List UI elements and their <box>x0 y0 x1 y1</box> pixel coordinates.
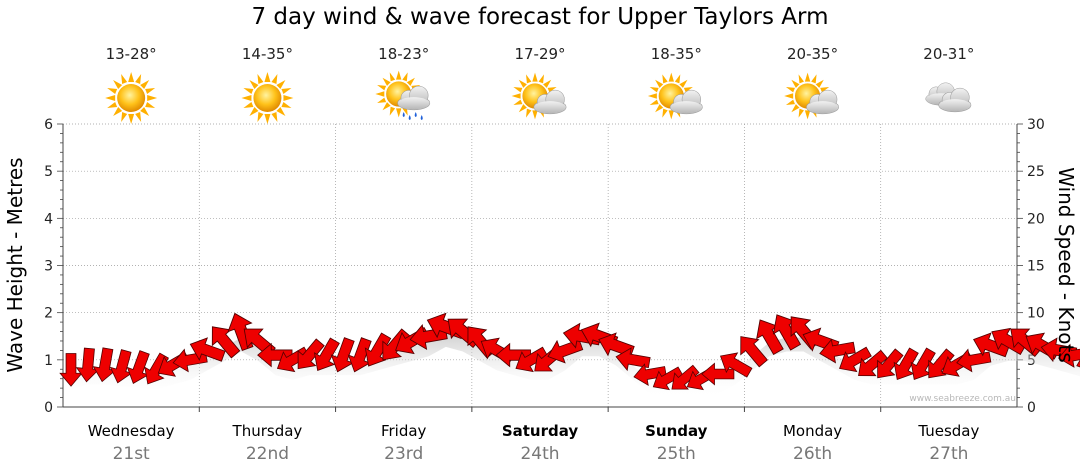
wind-arrow <box>75 347 100 383</box>
wind-arrow <box>364 332 392 367</box>
day-name-label: Saturday <box>502 422 579 440</box>
watermark: www.seabreeze.com.au <box>909 394 1016 404</box>
wind-arrow <box>1058 343 1080 368</box>
wind-arrow <box>633 363 667 386</box>
wind-arrow <box>701 362 735 386</box>
temperature-label: 17-29° <box>514 45 565 63</box>
temperature-label: 13-28° <box>106 45 157 63</box>
day-date-label: 21st <box>113 444 150 464</box>
y-right-tick-label: 20 <box>1027 211 1045 227</box>
sun-shape <box>105 72 158 124</box>
wind-arrow <box>719 352 753 378</box>
cloud-icon <box>925 82 972 113</box>
raindrop <box>414 112 417 117</box>
y-right-tick-label: 10 <box>1027 306 1045 322</box>
temperature-label: 14-35° <box>242 45 293 63</box>
sun-shape <box>241 72 294 124</box>
temperature-labels: 13-28° 14-35° 18-23° 17-29° 18-35° 20-35° 20-3… <box>106 45 975 63</box>
wind-shadow <box>71 332 1080 399</box>
wind-arrow <box>92 347 117 383</box>
weather-icons <box>105 70 972 124</box>
day-date-label: 25th <box>657 444 696 464</box>
day-labels: Wednesday 21st Thursday 22nd Friday 23rd Satur… <box>88 422 980 464</box>
wind-arrow <box>819 338 856 364</box>
wind-arrow <box>211 326 241 359</box>
wind-arrow <box>839 346 872 373</box>
y-axis-right-title: Wind Speed - Knots <box>1054 167 1078 363</box>
wind-arrow <box>297 338 325 370</box>
temperature-label: 20-31° <box>923 45 974 63</box>
y-left-tick-label: 4 <box>44 211 53 227</box>
wind-arrow <box>652 366 684 391</box>
sun-cloud-icon <box>784 72 840 120</box>
sun-cloud-icon <box>647 72 703 120</box>
wind-arrow <box>910 347 936 381</box>
y-right-tick-label: 25 <box>1027 164 1045 180</box>
wind-arrow <box>877 348 904 379</box>
wind-arrow <box>330 337 355 373</box>
wind-arrow <box>671 364 700 390</box>
wind-arrow <box>109 349 133 384</box>
sun-icon <box>241 72 294 124</box>
chart-title: 7 day wind & wave forecast for Upper Tay… <box>251 4 829 30</box>
wind-arrow <box>893 347 919 381</box>
wind-arrow <box>347 337 372 373</box>
y-left-tick-label: 2 <box>44 306 53 322</box>
y-axis-left-title: Wave Height - Metres <box>3 157 27 372</box>
wind-shadow-band <box>71 332 1080 399</box>
y-right-tick-label: 30 <box>1027 117 1045 133</box>
wind-arrow <box>495 342 531 368</box>
day-name-label: Tuesday <box>917 422 979 440</box>
sun-cloud-rain-icon <box>375 70 431 120</box>
wind-arrow <box>756 319 784 356</box>
wind-arrows <box>59 312 1080 391</box>
temperature-label: 20-35° <box>787 45 838 63</box>
day-date-label: 24th <box>520 444 559 464</box>
sun-icon <box>105 72 158 124</box>
wind-arrow <box>189 337 226 362</box>
day-name-label: Monday <box>783 422 842 440</box>
wind-arrow <box>313 337 340 371</box>
temperature-label: 18-23° <box>378 45 429 63</box>
y-left-tick-label: 1 <box>44 353 53 369</box>
y-right-tick-label: 15 <box>1027 259 1045 275</box>
wind-arrow <box>772 314 802 351</box>
wind-arrow <box>858 349 888 377</box>
wind-arrow <box>615 347 651 372</box>
day-name-label: Thursday <box>232 422 303 440</box>
wind-arrow <box>257 342 293 368</box>
wind-arrow <box>515 346 549 373</box>
wind-arrow <box>740 336 768 368</box>
sun-cloud-icon <box>511 72 567 120</box>
y-left-tick-label: 0 <box>44 400 53 416</box>
y-left-tick-label: 3 <box>44 259 53 275</box>
temperature-label: 18-35° <box>651 45 702 63</box>
day-name-label: Wednesday <box>88 422 175 440</box>
axes: 0123456051015202530 <box>44 117 1045 416</box>
wind-arrow <box>598 332 635 358</box>
raindrop <box>420 115 423 120</box>
y-right-tick-label: 0 <box>1027 400 1036 416</box>
day-date-label: 26th <box>793 444 832 464</box>
wind-arrow <box>59 353 83 387</box>
day-date-label: 27th <box>929 444 968 464</box>
day-date-label: 22nd <box>246 444 289 464</box>
raindrop <box>402 112 405 117</box>
wind-arrow <box>126 350 150 384</box>
day-date-label: 23rd <box>384 444 423 464</box>
y-left-tick-label: 6 <box>44 117 53 133</box>
raindrop <box>408 115 411 120</box>
day-name-label: Friday <box>381 422 427 440</box>
day-name-label: Sunday <box>645 422 708 440</box>
y-left-tick-label: 5 <box>44 164 53 180</box>
